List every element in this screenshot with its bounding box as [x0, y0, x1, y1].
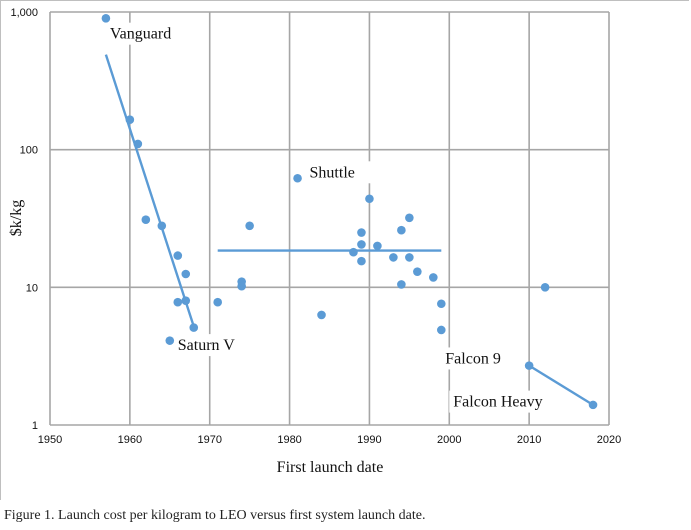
data-point [389, 253, 398, 262]
trend-line [528, 364, 594, 406]
data-point [165, 336, 175, 345]
data-point [133, 139, 143, 149]
chart-frame: 1950 1960 1970 1980 1990 2000 2010 2020 1 10 100 1,… [0, 0, 691, 501]
data-point [317, 310, 326, 320]
data-points [101, 13, 598, 410]
x-tick-label: 2010 [517, 434, 541, 446]
data-point [173, 251, 183, 260]
trend-line [104, 54, 195, 327]
y-tick-label: 1 [32, 420, 38, 432]
data-point [157, 221, 167, 231]
data-point [588, 400, 598, 410]
data-point [357, 240, 366, 249]
data-point [437, 325, 446, 335]
x-tick-label: 2020 [597, 434, 621, 446]
annotation-backdrop [105, 22, 182, 45]
x-tick-label: 1980 [277, 434, 301, 446]
data-point [189, 323, 199, 332]
data-point [293, 173, 302, 183]
annotation-label: Saturn V [178, 337, 235, 354]
annotation-backdrop [305, 161, 373, 184]
annotation-label: Shuttle [310, 164, 355, 181]
data-point [349, 247, 358, 257]
data-point [181, 296, 191, 305]
data-point [237, 281, 246, 291]
x-axis-title: First launch date [277, 459, 384, 476]
data-point [405, 213, 414, 223]
y-tick-label: 100 [20, 145, 38, 157]
y-tick-label: 10 [26, 282, 38, 294]
data-point [540, 283, 550, 292]
launch-cost-chart: 1950 1960 1970 1980 1990 2000 2010 2020 1 10 100 1,… [1, 1, 691, 501]
data-point [357, 228, 366, 237]
data-point [397, 225, 406, 235]
data-point [245, 221, 254, 231]
data-point [373, 241, 382, 251]
annotation-label: Falcon Heavy [453, 394, 542, 411]
annotations: Vanguard Shuttle Saturn V Falcon 9 Falcon He… [105, 22, 558, 413]
y-axis-title: $k/kg [8, 200, 25, 236]
data-point [101, 13, 111, 23]
gridlines [49, 11, 610, 426]
x-tick-label: 1960 [118, 434, 142, 446]
data-point [413, 267, 422, 276]
annotation-backdrop [441, 347, 517, 370]
data-point [429, 273, 438, 282]
data-point [213, 297, 222, 307]
y-tick-label: 1,000 [10, 7, 38, 19]
data-point [173, 297, 183, 307]
data-point [141, 215, 151, 224]
data-point [357, 256, 366, 266]
x-tick-label: 1970 [197, 434, 221, 446]
annotation-backdrop [173, 334, 250, 357]
tick-labels: 1950 1960 1970 1980 1990 2000 2010 2020 1 10 100 1,… [10, 7, 621, 446]
data-point [524, 361, 534, 370]
figure-caption: Figure 1. Launch cost per kilogram to LE… [4, 508, 426, 523]
x-tick-label: 2000 [437, 434, 461, 446]
annotation-label: Vanguard [110, 26, 171, 43]
data-point [437, 299, 446, 309]
x-tick-label: 1950 [38, 434, 62, 446]
data-point [405, 253, 414, 262]
trend-lines [104, 54, 594, 406]
data-point [365, 194, 374, 204]
annotation-backdrop [449, 390, 558, 413]
x-tick-label: 1990 [357, 434, 381, 446]
data-point [181, 269, 191, 279]
data-point [397, 280, 406, 289]
annotation-label: Falcon 9 [445, 350, 501, 367]
data-point [125, 115, 135, 125]
